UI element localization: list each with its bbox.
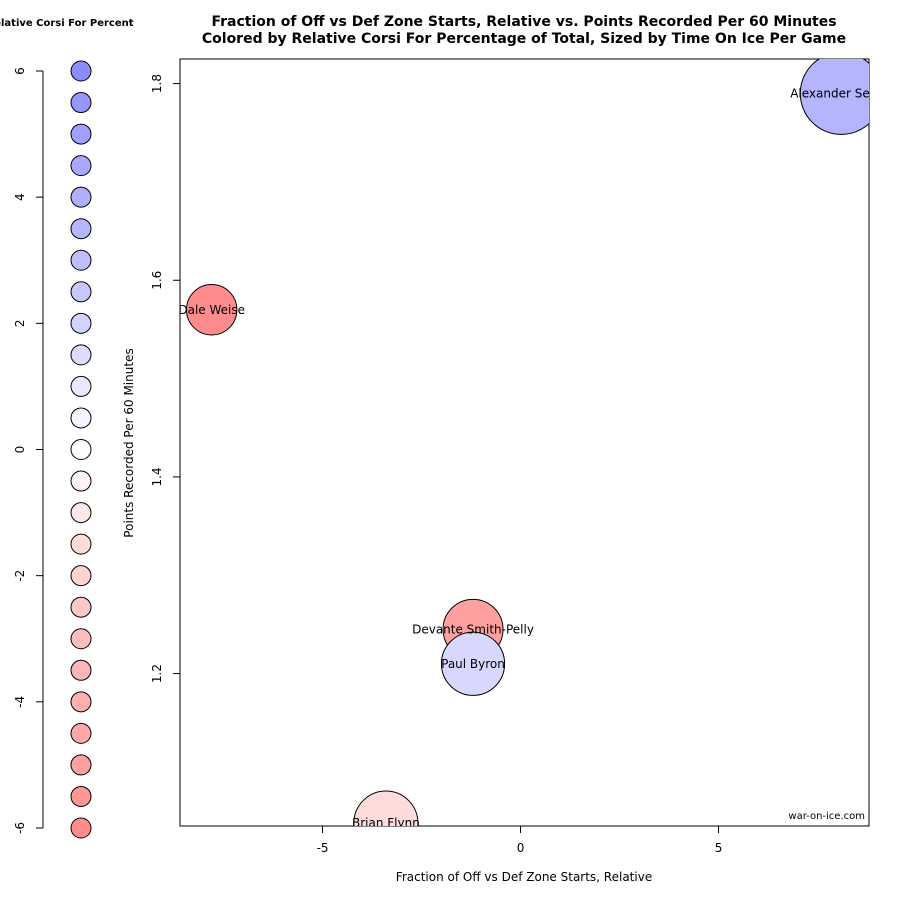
legend-axis: 6 4 2 0 -2 -4 -6 — [13, 67, 44, 834]
data-point — [799, 59, 869, 135]
legend-swatch — [70, 659, 92, 681]
x-axis: -5 0 5 — [317, 826, 723, 855]
x-tick-label: -5 — [317, 841, 329, 855]
data-point-label: Dale Weise — [178, 303, 245, 317]
legend-swatch — [70, 344, 92, 366]
legend-swatch — [70, 60, 92, 82]
chart-subtitle: Colored by Relative Corsi For Percentage… — [202, 31, 846, 47]
y-tick-label: 1.8 — [150, 74, 164, 93]
color-legend: Relative Corsi For Percent 6 4 2 0 -2 -4 -6 — [0, 18, 134, 839]
legend-swatch — [70, 628, 92, 650]
legend-swatch — [70, 502, 92, 524]
legend-swatch — [70, 375, 92, 397]
legend-swatch — [70, 281, 92, 303]
credit-text: war-on-ice.com — [788, 811, 865, 822]
data-point — [185, 284, 238, 336]
legend-swatch — [70, 785, 92, 807]
y-tick-label: 1.2 — [150, 664, 164, 683]
legend-swatch — [70, 407, 92, 429]
legend-swatch — [70, 155, 92, 177]
plot-frame — [179, 58, 870, 827]
legend-tick-label: 4 — [13, 193, 27, 201]
legend-swatch — [70, 92, 92, 114]
legend-swatches — [70, 60, 92, 839]
legend-swatch — [70, 817, 92, 839]
data-point-label: Devante Smith-Pelly — [412, 622, 534, 636]
legend-swatch — [70, 470, 92, 492]
legend-title: Relative Corsi For Percent — [0, 18, 134, 29]
legend-swatch — [70, 249, 92, 271]
legend-swatch — [70, 533, 92, 555]
data-point-label: Brian Flynn — [352, 816, 420, 830]
legend-swatch — [70, 218, 92, 240]
legend-swatch — [70, 722, 92, 744]
legend-tick-label: -6 — [13, 822, 27, 834]
x-axis-label: Fraction of Off vs Def Zone Starts, Rela… — [396, 870, 652, 884]
point-labels-layer: Alexander Semin Dale Weise Devante Smith-P… — [178, 86, 892, 830]
legend-swatch — [70, 186, 92, 208]
legend-tick-label: 6 — [13, 67, 27, 75]
legend-swatch — [70, 754, 92, 776]
chart-title: Fraction of Off vs Def Zone Starts, Rela… — [211, 14, 836, 30]
data-point — [440, 631, 506, 696]
legend-tick-label: 2 — [13, 320, 27, 328]
y-axis-label: Points Recorded Per 60 Minutes — [122, 348, 136, 537]
y-axis: 1.2 1.4 1.6 1.8 — [150, 74, 181, 683]
legend-swatch — [70, 123, 92, 145]
x-tick-label: 0 — [517, 841, 525, 855]
legend-swatch — [70, 439, 92, 460]
points-layer — [185, 59, 869, 826]
x-tick-label: 5 — [715, 841, 723, 855]
data-point — [353, 790, 419, 826]
legend-swatch — [70, 565, 92, 587]
legend-swatch — [70, 596, 92, 618]
legend-swatch — [70, 691, 92, 713]
legend-tick-label: -2 — [13, 570, 27, 582]
y-tick-label: 1.4 — [150, 467, 164, 486]
legend-tick-label: -4 — [13, 696, 27, 708]
y-tick-label: 1.6 — [150, 271, 164, 290]
legend-tick-label: 0 — [13, 446, 27, 454]
legend-swatch — [70, 312, 92, 334]
data-point-label: Paul Byron — [441, 657, 505, 671]
data-point-label: Alexander Semin — [790, 86, 892, 100]
